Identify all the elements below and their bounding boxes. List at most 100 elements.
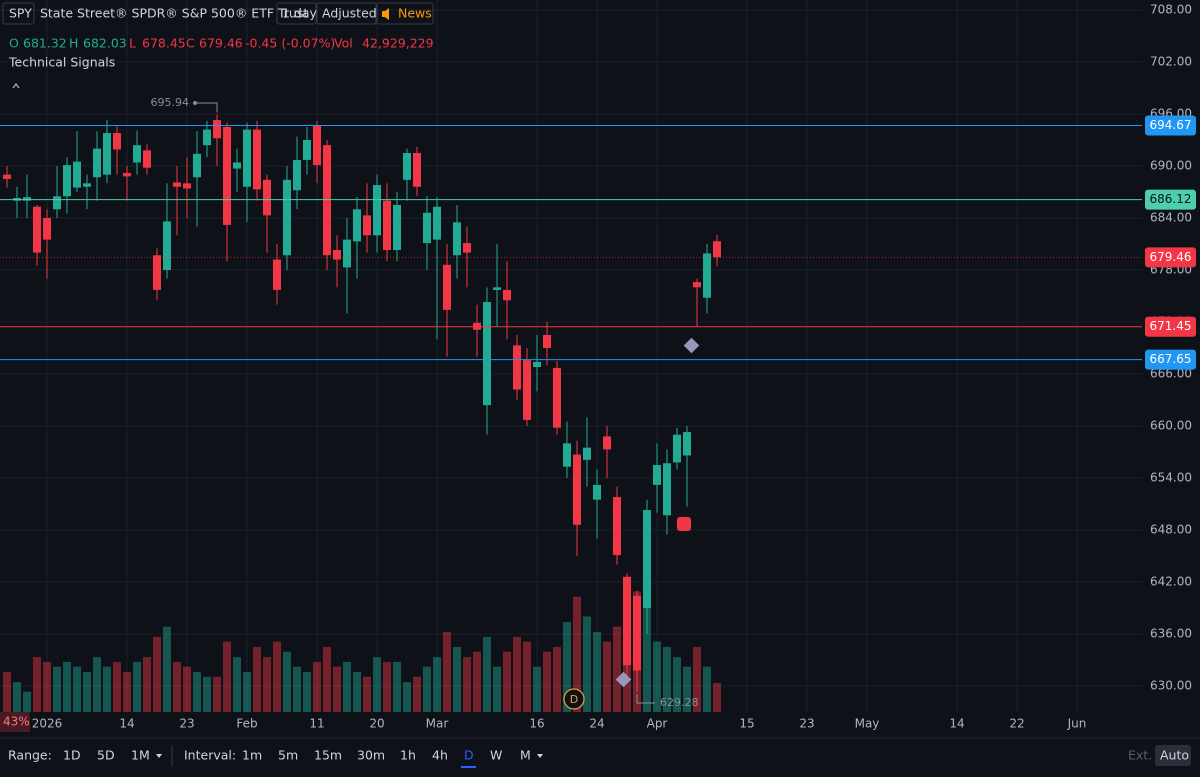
symbol-box[interactable] <box>2 2 35 25</box>
auto-button-bg[interactable] <box>1155 745 1191 766</box>
news: News <box>398 6 432 21</box>
y-tick-label: 636.00 <box>1150 626 1192 640</box>
candle-body <box>53 196 61 210</box>
interval-button[interactable]: 1m <box>242 748 262 763</box>
volume-bar <box>23 691 31 712</box>
volume-bar <box>603 641 611 712</box>
legend-item: 679.46 <box>199 36 243 51</box>
price-tag-label: 667.65 <box>1150 352 1192 366</box>
volume-bar <box>153 636 161 712</box>
volume-bar <box>213 676 221 712</box>
x-tick-label: 14 <box>119 717 134 731</box>
candle-body <box>3 174 11 179</box>
volume-bar <box>673 657 681 712</box>
candle-body <box>683 432 691 456</box>
x-tick-label: 22 <box>1009 717 1024 731</box>
ext-button[interactable]: Ext. <box>1128 748 1152 763</box>
volume-bar <box>43 661 51 712</box>
candle-body <box>33 206 41 253</box>
interval-button[interactable]: D <box>464 748 474 763</box>
candle-body <box>193 153 201 178</box>
adjust-box[interactable] <box>316 2 377 25</box>
interval-button[interactable]: 4h <box>432 748 448 763</box>
high-leader <box>195 102 218 113</box>
candle-body <box>313 125 321 166</box>
volume-bar <box>343 661 351 712</box>
legend-item: 682.03 <box>83 36 127 51</box>
high-leader-dot <box>193 101 197 105</box>
news-box[interactable] <box>376 2 434 25</box>
candle-body <box>673 434 681 463</box>
volume-bar <box>253 647 261 712</box>
interval-button[interactable]: 5m <box>278 748 298 763</box>
candle-body <box>503 289 511 301</box>
volume-bar <box>333 666 341 712</box>
auto-button[interactable]: Auto <box>1160 748 1189 763</box>
candle-body <box>593 484 601 500</box>
volume-bar <box>543 651 551 712</box>
volume-bar <box>553 647 561 712</box>
diamond-signal[interactable] <box>615 671 632 688</box>
interval-button[interactable]: M <box>520 748 531 763</box>
volume-bar <box>573 596 581 712</box>
range-button[interactable]: 1D <box>63 748 81 763</box>
volume-bar <box>713 682 721 712</box>
price-tag <box>1145 115 1196 136</box>
volume-bar <box>703 666 711 712</box>
candle-body <box>633 595 641 671</box>
volume-bar <box>563 621 571 712</box>
interval-button[interactable]: W <box>490 748 502 763</box>
square-signal[interactable] <box>677 517 691 531</box>
high-annotation: 695.94 <box>151 96 190 109</box>
range-button[interactable]: 5D <box>97 748 115 763</box>
candle-body <box>353 209 361 242</box>
volume-bar <box>63 661 71 712</box>
volume-bar <box>393 661 401 712</box>
price-tag-label: 679.46 <box>1150 250 1192 264</box>
volume-bar <box>503 651 511 712</box>
volume-bar <box>3 672 11 712</box>
price-tag-label: 671.45 <box>1150 319 1192 333</box>
volume-bar <box>273 641 281 712</box>
volume-bar <box>133 661 141 712</box>
interval-button[interactable]: 1h <box>400 748 416 763</box>
volume-bar <box>533 666 541 712</box>
badge: 43% <box>3 715 30 729</box>
price-tag <box>1145 316 1196 337</box>
interval-box[interactable] <box>276 2 317 25</box>
volume-bar <box>493 666 501 712</box>
collapse-caret[interactable] <box>12 83 20 89</box>
candle-body <box>523 360 531 420</box>
x-tick-label: Apr <box>647 717 668 731</box>
volume-bar <box>143 657 151 712</box>
candle-body <box>213 120 221 139</box>
volume-bar <box>353 672 361 712</box>
volume-bar <box>473 651 481 712</box>
dividend-marker[interactable] <box>563 688 585 710</box>
volume-bar <box>653 641 661 712</box>
indicator-name[interactable]: Technical Signals <box>8 55 115 70</box>
bottom-toolbar: Range: Interval: Ext. Auto 1D 5D 1M 1m 5m 15m… <box>8 745 1191 768</box>
candle-body <box>393 204 401 251</box>
volume-bar <box>53 666 61 712</box>
candle-body <box>643 510 651 608</box>
range-button[interactable]: 1M <box>131 748 150 763</box>
candle-body <box>43 217 51 240</box>
interval-button[interactable]: 15m <box>314 748 342 763</box>
volume-bar <box>93 657 101 712</box>
candle-body <box>113 133 121 150</box>
candle-body <box>513 345 521 390</box>
volume-bar <box>33 657 41 712</box>
volume-bar <box>643 607 651 712</box>
x-tick-label: 16 <box>529 717 544 731</box>
header: SPY State Street® SPDR® S&P 500® ETF Tru… <box>2 2 434 89</box>
x-tick-label: 23 <box>179 717 194 731</box>
candle-body <box>223 126 231 225</box>
interval-button[interactable]: 30m <box>357 748 385 763</box>
candle-body <box>493 287 501 290</box>
candle-body <box>423 212 431 244</box>
price-tag <box>1145 189 1196 210</box>
volume-bar <box>463 657 471 712</box>
y-tick-label: 630.00 <box>1150 678 1192 692</box>
candle-body <box>553 367 561 428</box>
